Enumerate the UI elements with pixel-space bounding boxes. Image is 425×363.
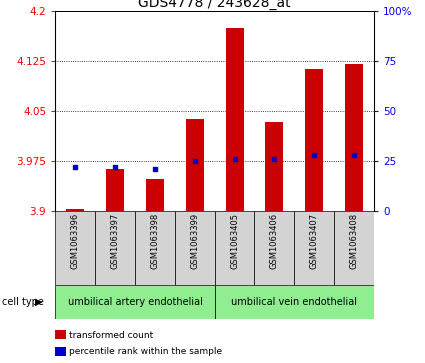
Text: percentile rank within the sample: percentile rank within the sample <box>69 347 222 356</box>
Bar <box>106 168 124 211</box>
Bar <box>135 211 175 285</box>
Bar <box>175 211 215 285</box>
Text: GSM1063406: GSM1063406 <box>270 213 279 269</box>
Text: GSM1063397: GSM1063397 <box>110 213 119 269</box>
Point <box>231 156 238 162</box>
Text: cell type: cell type <box>2 297 44 307</box>
Point <box>351 152 357 158</box>
Bar <box>215 211 255 285</box>
Bar <box>186 119 204 211</box>
Title: GDS4778 / 243628_at: GDS4778 / 243628_at <box>138 0 291 10</box>
Text: transformed count: transformed count <box>69 331 153 339</box>
Text: GSM1063396: GSM1063396 <box>71 213 79 269</box>
Bar <box>255 211 294 285</box>
Text: GSM1063398: GSM1063398 <box>150 213 159 269</box>
Point <box>112 164 119 170</box>
Point <box>151 166 158 171</box>
Bar <box>226 28 244 211</box>
Point <box>72 164 79 170</box>
Bar <box>266 122 283 211</box>
Bar <box>95 211 135 285</box>
Point <box>311 152 317 158</box>
Bar <box>55 211 95 285</box>
Bar <box>146 179 164 211</box>
Text: GSM1063399: GSM1063399 <box>190 213 199 269</box>
Bar <box>305 69 323 211</box>
Text: umbilical artery endothelial: umbilical artery endothelial <box>68 297 202 307</box>
Text: ▶: ▶ <box>35 297 43 307</box>
Bar <box>215 285 374 319</box>
Text: GSM1063407: GSM1063407 <box>310 213 319 269</box>
Bar <box>55 285 215 319</box>
Bar <box>294 211 334 285</box>
Point <box>271 156 278 162</box>
Text: GSM1063405: GSM1063405 <box>230 213 239 269</box>
Bar <box>334 211 374 285</box>
Text: GSM1063408: GSM1063408 <box>350 213 359 269</box>
Bar <box>66 209 84 211</box>
Text: umbilical vein endothelial: umbilical vein endothelial <box>231 297 357 307</box>
Point <box>191 158 198 163</box>
Bar <box>345 64 363 211</box>
